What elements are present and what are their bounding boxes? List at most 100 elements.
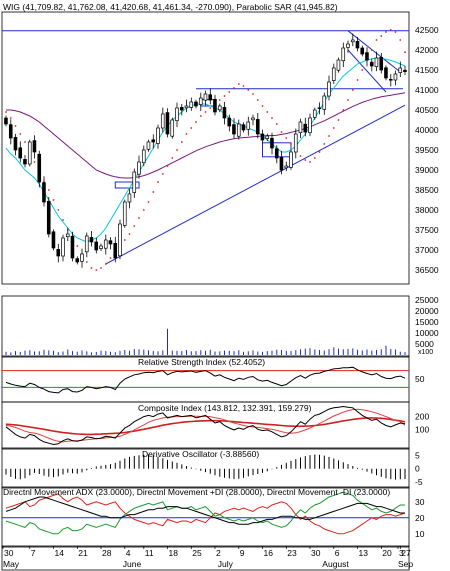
parabolic-sar-dot: [342, 109, 345, 111]
candle-body: [327, 81, 331, 97]
x-day-label: 18: [169, 548, 179, 558]
candle-body: [232, 124, 236, 135]
parabolic-sar-dot: [47, 189, 50, 191]
candle-body: [312, 109, 317, 118]
parabolic-sar-dot: [347, 99, 349, 101]
x-month-label: July: [218, 559, 234, 569]
candle-body: [132, 171, 137, 193]
x-day-label: 14: [55, 548, 65, 558]
composite-tick-label: 100: [415, 424, 429, 434]
parabolic-sar-dot: [57, 209, 60, 211]
candle-body: [260, 133, 265, 141]
parabolic-sar-dot: [404, 51, 406, 54]
candle-body: [8, 124, 13, 139]
x-month-label: May: [3, 559, 20, 569]
candle-body: [355, 41, 360, 49]
parabolic-sar-dot: [9, 117, 12, 119]
parabolic-sar-dot: [218, 99, 221, 101]
parabolic-sar-dot: [62, 219, 64, 221]
parabolic-sar-dot: [52, 199, 55, 201]
candle-body: [241, 124, 246, 131]
candle-body: [170, 119, 175, 137]
price-tick-label: 41000: [415, 85, 439, 95]
parabolic-sar-dot: [19, 133, 22, 135]
x-day-label: 6: [335, 548, 340, 558]
parabolic-sar-dot: [14, 125, 17, 127]
comp-frame: [1, 401, 410, 450]
candle-body: [42, 182, 46, 203]
x-day-label: 30: [311, 548, 321, 558]
parabolic-sar-dot: [85, 261, 88, 263]
candle-body: [27, 141, 32, 165]
parabolic-sar-dot: [299, 155, 302, 157]
composite-index-line: [5, 405, 406, 446]
x-axis-frame: [1, 545, 410, 571]
candle-body: [179, 106, 184, 111]
x-day-label: 20: [382, 548, 392, 558]
candle-body: [222, 107, 227, 119]
candle-body: [265, 135, 270, 139]
dmi-tick-label: 20: [415, 513, 425, 523]
candle-body: [32, 140, 37, 153]
x-day-label: 16: [264, 548, 274, 558]
parabolic-sar-dot: [195, 121, 197, 123]
x-day-label: 11: [145, 548, 154, 558]
candle-body: [398, 67, 403, 73]
parabolic-sar-dot: [161, 173, 164, 175]
price-tick-label: 42500: [415, 25, 439, 35]
candle-body: [156, 127, 160, 144]
candle-body: [51, 231, 56, 249]
candle-body: [213, 98, 217, 113]
composite-slow-average-line: [5, 417, 406, 436]
volume-tick-label: 10000: [415, 328, 439, 338]
price-tick-label: 41500: [415, 65, 439, 75]
candle-body: [13, 136, 18, 151]
slow-moving-average-line: [6, 92, 406, 179]
candle-body: [322, 95, 327, 110]
parabolic-sar-dot: [209, 107, 212, 109]
parabolic-sar-dot: [242, 85, 245, 87]
parabolic-sar-dot: [138, 217, 140, 219]
parabolic-sar-dot: [351, 89, 354, 91]
price-tick-label: 37500: [415, 225, 439, 235]
candle-body: [246, 121, 251, 130]
parabolic-sar-dot: [389, 29, 392, 31]
parabolic-sar-dot: [261, 105, 264, 107]
candle-body: [127, 193, 132, 203]
parabolic-sar-dot: [199, 115, 202, 117]
price-frame: [1, 11, 410, 285]
parabolic-sar-dot: [394, 31, 397, 33]
parabolic-sar-dot: [76, 245, 79, 247]
x-month-label: Sep: [398, 559, 413, 569]
parabolic-sar-dot: [33, 161, 36, 163]
rsi-tick-label: 50: [415, 374, 425, 384]
candle-body: [227, 117, 232, 127]
candle-body: [94, 241, 99, 251]
candle-body: [46, 200, 51, 235]
candle-body: [99, 245, 103, 249]
x-day-label: 9: [240, 548, 245, 558]
x-day-label: 21: [78, 548, 88, 558]
price-tick-label: 38500: [415, 185, 439, 195]
parabolic-sar-dot: [90, 267, 93, 269]
price-panel: 42500 42000 41500 41000 40500 40000 39500 39000…: [2, 25, 439, 275]
x-day-label: 2: [216, 548, 221, 558]
x-day-label: 23: [287, 548, 297, 558]
parabolic-sar-dot: [237, 83, 240, 85]
candle-body: [350, 39, 355, 43]
panel-frames: [1, 11, 410, 571]
candle-body: [75, 258, 80, 263]
parabolic-sar-dot: [133, 225, 136, 227]
parabolic-sar-dot: [95, 269, 98, 271]
candle-body: [103, 239, 108, 249]
candle-body: [89, 237, 94, 243]
candle-body: [70, 235, 75, 259]
parabolic-sar-dot: [204, 111, 207, 113]
parabolic-sar-dot: [166, 165, 169, 167]
candle-body: [141, 149, 146, 164]
candle-body: [298, 121, 303, 133]
price-tick-label: 40500: [415, 105, 439, 115]
